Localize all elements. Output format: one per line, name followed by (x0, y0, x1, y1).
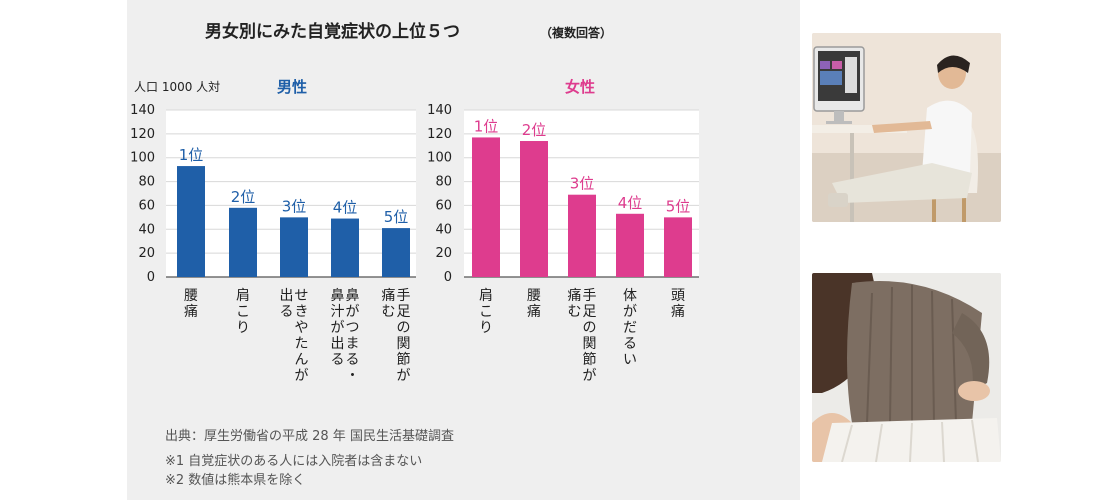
y-tick-label-1-3: 60 (435, 198, 452, 213)
panel-title-1: 女性 (565, 78, 595, 96)
y-tick-label-1-5: 100 (427, 151, 452, 166)
rank-label-1-2: 3位 (570, 175, 595, 193)
source-note: 出典：厚生労働省の平成 28 年 国民生活基礎調査 (165, 429, 454, 444)
category-label-1-2: 手足の関節が痛む (568, 287, 597, 384)
y-unit-label: 人口 1000 人対 (134, 80, 220, 94)
panel-title-0: 男性 (277, 78, 307, 96)
rank-label-0-0: 1位 (179, 146, 204, 164)
bar-1-1 (520, 141, 548, 277)
rank-label-0-4: 5位 (384, 208, 409, 226)
bar-0-4 (382, 228, 410, 277)
rank-label-0-1: 2位 (231, 188, 256, 206)
category-label-1-1: 腰痛 (527, 288, 541, 320)
footnote-2: ※2 数値は熊本県を除く (165, 472, 305, 488)
bar-0-2 (280, 217, 308, 277)
y-tick-label-0-0: 0 (147, 270, 155, 285)
rank-label-0-2: 3位 (282, 197, 307, 215)
photo-man-at-computer (812, 33, 1001, 222)
category-label-1-3: 体がだるい (623, 288, 637, 368)
y-tick-label-0-4: 80 (138, 175, 155, 190)
y-tick-label-1-6: 120 (427, 127, 452, 142)
photo-woman-back-pain (812, 273, 1001, 462)
y-tick-label-1-4: 80 (435, 175, 452, 190)
chart-title-note: （複数回答） (540, 25, 612, 40)
y-tick-label-0-2: 40 (138, 222, 155, 237)
y-tick-label-0-7: 140 (130, 103, 155, 118)
bar-0-1 (229, 207, 257, 277)
rank-label-0-3: 4位 (333, 199, 358, 217)
rank-label-1-1: 2位 (522, 121, 547, 139)
bar-0-3 (331, 218, 359, 277)
category-label-0-0: 腰痛 (184, 288, 198, 320)
bar-0-0 (177, 166, 205, 277)
y-tick-label-1-7: 140 (427, 103, 452, 118)
rank-label-1-0: 1位 (474, 117, 499, 135)
bar-1-4 (664, 217, 692, 277)
rank-label-1-4: 5位 (666, 197, 691, 215)
bar-1-0 (472, 137, 500, 277)
footnote-1: ※1 自覚症状のある人には入院者は含まない (165, 453, 422, 469)
category-label-0-4: 手足の関節が痛む (382, 287, 411, 384)
y-tick-label-1-2: 40 (435, 222, 452, 237)
y-tick-label-0-5: 100 (130, 151, 155, 166)
woman-back-pain-illustration (812, 273, 1001, 462)
category-label-1-4: 頭痛 (671, 288, 685, 320)
y-tick-label-1-1: 20 (435, 246, 452, 261)
chart-title: 男女別にみた自覚症状の上位５つ (205, 21, 460, 42)
category-label-0-1: 肩こり (236, 288, 250, 336)
category-label-0-2: せきやたんが出る (280, 288, 309, 384)
y-tick-label-0-3: 60 (138, 198, 155, 213)
bar-1-3 (616, 213, 644, 277)
man-at-computer-illustration (812, 33, 1001, 222)
rank-label-1-3: 4位 (618, 194, 643, 212)
y-tick-label-1-0: 0 (444, 270, 452, 285)
category-label-0-3: 鼻がつまる・鼻汁が出る (331, 287, 360, 384)
y-tick-label-0-6: 120 (130, 127, 155, 142)
y-tick-label-0-1: 20 (138, 246, 155, 261)
category-label-1-0: 肩こり (479, 288, 493, 336)
bar-1-2 (568, 194, 596, 277)
